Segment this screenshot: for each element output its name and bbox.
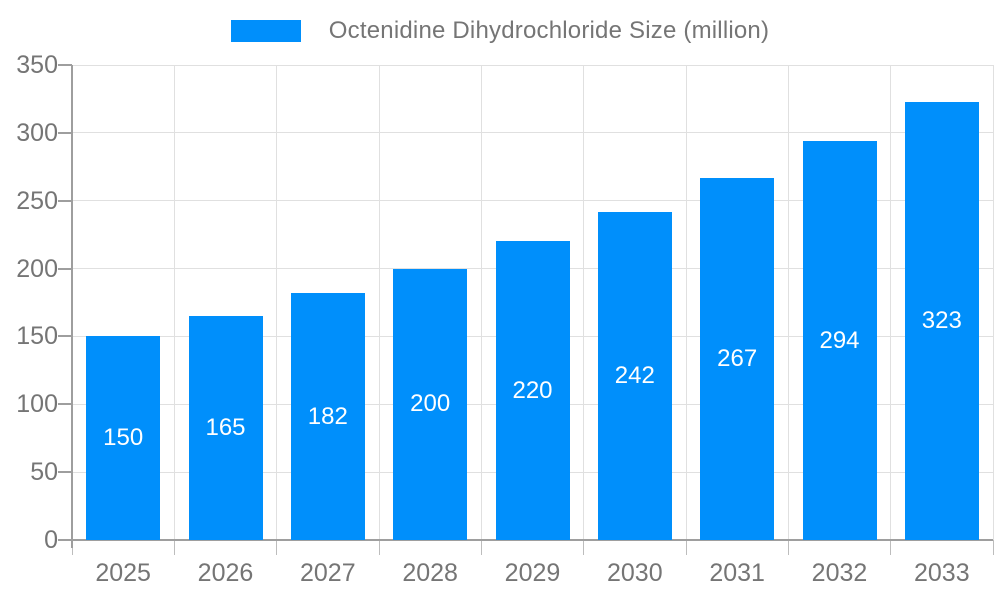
bar[interactable]: 323 — [904, 101, 979, 540]
x-axis-tick — [685, 540, 687, 555]
gridline-vertical — [583, 65, 585, 540]
y-axis-tick — [58, 403, 72, 406]
bar-value-label: 242 — [614, 361, 655, 389]
x-axis-tick — [583, 540, 585, 555]
x-axis-label: 2028 — [402, 559, 458, 587]
y-axis-label: 150 — [16, 322, 58, 351]
gridline-vertical — [378, 65, 380, 540]
gridline-vertical — [276, 65, 278, 540]
y-axis-label: 250 — [16, 186, 58, 215]
x-axis-label: 2032 — [811, 559, 868, 587]
y-axis-tick — [58, 335, 72, 338]
bar[interactable]: 165 — [188, 316, 263, 540]
gridline-horizontal — [72, 64, 993, 66]
bar[interactable]: 294 — [802, 141, 877, 540]
y-axis-tick — [58, 199, 72, 202]
x-axis-label: 2025 — [95, 559, 151, 587]
gridline-vertical — [787, 65, 789, 540]
bar[interactable]: 200 — [393, 268, 468, 540]
x-axis-tick — [890, 540, 892, 555]
x-axis-label: 2029 — [504, 559, 561, 587]
y-axis-label: 100 — [16, 390, 58, 419]
y-axis-label: 350 — [16, 51, 58, 79]
bar-value-label: 200 — [410, 390, 451, 418]
gridline-vertical — [890, 65, 892, 540]
x-axis-label: 2031 — [709, 559, 765, 587]
bar-value-label: 150 — [103, 424, 144, 452]
bar[interactable]: 267 — [700, 177, 775, 540]
gridline-vertical — [173, 65, 175, 540]
y-axis-line — [71, 65, 73, 548]
x-axis-line — [72, 539, 993, 541]
gridline-vertical — [992, 65, 994, 540]
y-axis-label: 200 — [16, 254, 58, 283]
gridline-vertical — [480, 65, 482, 540]
bar-value-label: 182 — [307, 402, 348, 430]
legend-swatch — [230, 20, 301, 42]
x-axis-tick — [992, 540, 994, 555]
x-axis-tick — [480, 540, 482, 555]
y-axis-label: 300 — [16, 118, 58, 147]
y-axis-label: 50 — [30, 458, 58, 487]
bar[interactable]: 182 — [290, 293, 365, 540]
legend-label: Octenidine Dihydrochloride Size (million… — [328, 17, 770, 44]
bar-value-label: 267 — [717, 344, 758, 372]
x-axis-label: 2033 — [914, 559, 970, 587]
y-axis-tick — [58, 539, 72, 541]
legend: Octenidine Dihydrochloride Size (million… — [0, 17, 1000, 45]
bar-value-label: 294 — [819, 326, 860, 354]
bar[interactable]: 242 — [597, 211, 672, 540]
x-axis-label: 2027 — [300, 559, 356, 587]
gridline-horizontal — [72, 200, 993, 202]
x-axis-tick — [787, 540, 789, 555]
bar-value-label: 220 — [512, 376, 553, 404]
y-axis-tick — [58, 131, 72, 134]
bar[interactable]: 220 — [495, 241, 570, 540]
legend-item[interactable]: Octenidine Dihydrochloride Size (million… — [230, 17, 770, 45]
gridline-vertical — [685, 65, 687, 540]
x-axis-tick — [173, 540, 175, 555]
y-axis-label: 0 — [44, 526, 58, 554]
bar[interactable]: 150 — [86, 336, 161, 540]
y-axis-tick — [58, 267, 72, 270]
y-axis-tick — [58, 471, 72, 474]
y-axis-tick — [58, 64, 72, 66]
x-axis-label: 2026 — [197, 559, 254, 587]
bar-value-label: 165 — [205, 414, 246, 442]
x-axis-tick — [378, 540, 380, 555]
gridline-horizontal — [72, 132, 993, 134]
x-axis-label: 2030 — [607, 559, 663, 587]
x-axis-tick — [276, 540, 278, 555]
bar-value-label: 323 — [921, 306, 962, 334]
